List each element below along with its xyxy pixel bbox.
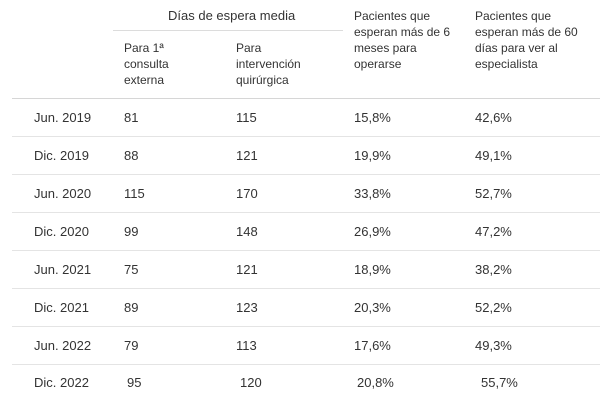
header-group-rule [113, 30, 343, 31]
table-row: Dic. 2021 89 123 20,3% 52,2% [0, 289, 600, 327]
header-six-months-line: esperan más de 6 [354, 25, 451, 39]
table-row: Jun. 2019 81 115 15,8% 42,6% [0, 99, 600, 137]
cell-period: Jun. 2022 [34, 338, 92, 353]
header-sixty-days-line: días para ver al [475, 41, 558, 55]
header-surgery: Para intervención quirúrgica [236, 40, 301, 88]
row-divider [12, 250, 600, 251]
header-rule [12, 98, 600, 99]
header-first-consult-line: externa [124, 73, 165, 87]
cell-surgery: 123 [236, 300, 258, 315]
cell-over-sixty-days: 38,2% [475, 262, 512, 277]
cell-over-sixty-days: 52,2% [475, 300, 512, 315]
cell-period: Jun. 2021 [34, 262, 92, 277]
cell-over-six-months: 33,8% [354, 186, 391, 201]
table-row: Jun. 2022 79 113 17,6% 49,3% [0, 327, 600, 365]
header-group-title: Días de espera media [168, 8, 296, 23]
header-sixty-days-line: especialista [475, 57, 538, 71]
cell-first-consult: 89 [124, 300, 139, 315]
cell-over-six-months: 17,6% [354, 338, 391, 353]
header-six-months-line: operarse [354, 57, 402, 71]
cell-period: Dic. 2020 [34, 224, 89, 239]
header-sixty-days-line: esperan más de 60 [475, 25, 578, 39]
cell-first-consult: 99 [124, 224, 139, 239]
cell-over-six-months: 15,8% [354, 110, 391, 125]
row-divider [12, 136, 600, 137]
header-six-months-line: meses para [354, 41, 417, 55]
cell-first-consult: 95 [127, 375, 142, 390]
cell-over-sixty-days: 55,7% [481, 375, 518, 390]
cell-period: Dic. 2019 [34, 148, 89, 163]
table-row: Jun. 2020 115 170 33,8% 52,7% [0, 175, 600, 213]
cell-first-consult: 88 [124, 148, 139, 163]
cell-over-sixty-days: 49,3% [475, 338, 512, 353]
header-first-consult-line: Para 1ª [124, 41, 164, 55]
header-surgery-line: quirúrgica [236, 73, 289, 87]
cell-period: Jun. 2020 [34, 186, 92, 201]
cell-period: Jun. 2019 [34, 110, 92, 125]
cell-over-sixty-days: 49,1% [475, 148, 512, 163]
cell-over-sixty-days: 52,7% [475, 186, 512, 201]
header-first-consult-line: consulta [124, 57, 169, 71]
header-six-months-line: Pacientes que [354, 9, 431, 23]
header-six-months: Pacientes que esperan más de 6 meses par… [354, 8, 450, 72]
cell-over-six-months: 19,9% [354, 148, 391, 163]
cell-surgery: 121 [236, 262, 258, 277]
cell-over-six-months: 18,9% [354, 262, 391, 277]
header-sixty-days-line: Pacientes que [475, 9, 552, 23]
cell-over-six-months: 26,9% [354, 224, 391, 239]
row-divider [12, 212, 600, 213]
cell-surgery: 120 [240, 375, 262, 390]
cell-over-sixty-days: 42,6% [475, 110, 512, 125]
table-row: Dic. 2019 88 121 19,9% 49,1% [0, 137, 600, 175]
row-divider [12, 364, 600, 365]
cell-first-consult: 81 [124, 110, 139, 125]
cell-over-sixty-days: 47,2% [475, 224, 512, 239]
cell-surgery: 121 [236, 148, 258, 163]
cell-first-consult: 75 [124, 262, 139, 277]
table-row: Jun. 2021 75 121 18,9% 38,2% [0, 251, 600, 289]
header-surgery-line: intervención [236, 57, 301, 71]
row-divider [12, 326, 600, 327]
cell-surgery: 170 [236, 186, 258, 201]
cell-first-consult: 79 [124, 338, 139, 353]
table-row: Dic. 2022 95 120 20,8% 55,7% [0, 364, 600, 402]
cell-period: Dic. 2021 [34, 300, 89, 315]
row-divider [12, 174, 600, 175]
cell-surgery: 148 [236, 224, 258, 239]
cell-surgery: 115 [236, 110, 257, 125]
cell-surgery: 113 [236, 338, 257, 353]
cell-first-consult: 115 [124, 186, 145, 201]
cell-over-six-months: 20,8% [357, 375, 394, 390]
table-row: Dic. 2020 99 148 26,9% 47,2% [0, 213, 600, 251]
cell-over-six-months: 20,3% [354, 300, 391, 315]
header-first-consult: Para 1ª consulta externa [124, 40, 169, 88]
row-divider [12, 288, 600, 289]
cell-period: Dic. 2022 [34, 375, 89, 390]
header-surgery-line: Para [236, 41, 262, 55]
header-sixty-days: Pacientes que esperan más de 60 días par… [475, 8, 578, 72]
